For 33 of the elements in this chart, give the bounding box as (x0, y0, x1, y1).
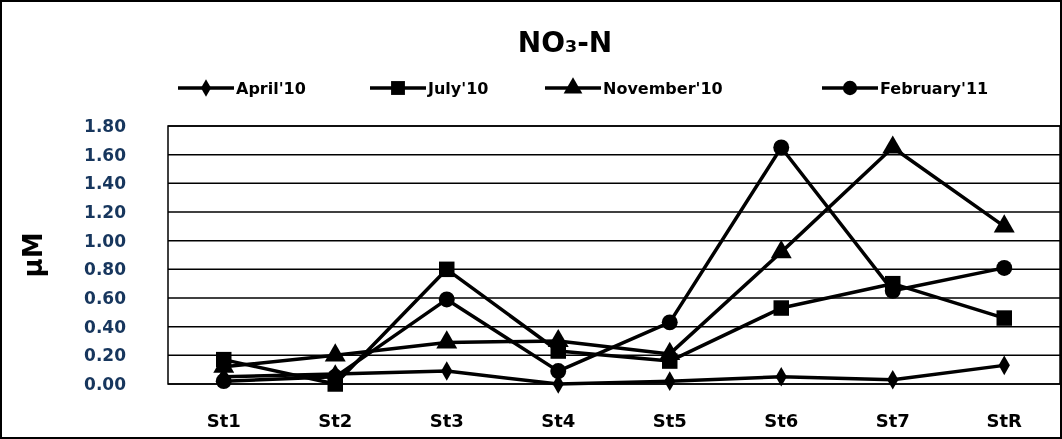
x-tick-label: St6 (764, 409, 799, 431)
x-tick-label: St1 (206, 409, 241, 431)
x-tick-label: St4 (541, 409, 576, 431)
x-tick-label: St5 (652, 409, 687, 431)
point (439, 261, 455, 278)
y-tick-label: 1.80 (84, 115, 127, 136)
point (215, 373, 232, 390)
point (773, 139, 790, 156)
x-tick-label: St7 (875, 409, 910, 431)
legend-label: February'11 (880, 79, 989, 98)
chart-title: NO₃-N (517, 26, 613, 59)
legend-label: November'10 (603, 79, 723, 98)
y-tick-label: 0.40 (84, 316, 127, 337)
point (996, 259, 1013, 276)
legend-label: July'10 (427, 79, 489, 98)
point (438, 291, 455, 308)
point (661, 314, 678, 331)
y-tick-label: 0.00 (84, 373, 127, 394)
point (773, 300, 789, 316)
y-tick-label: 1.00 (84, 230, 127, 251)
x-tick-label: St3 (429, 409, 464, 431)
y-tick-label: 0.80 (84, 259, 127, 280)
point (996, 310, 1012, 326)
y-tick-label: 0.60 (84, 287, 127, 308)
y-tick-label: 1.40 (84, 173, 127, 194)
y-tick-label: 1.20 (84, 201, 127, 222)
y-axis-title: μM (18, 232, 48, 278)
point (550, 363, 567, 380)
x-tick-label: StR (986, 409, 1023, 431)
x-tick-label: St2 (318, 409, 353, 431)
y-tick-label: 1.60 (84, 144, 127, 165)
legend-label: April'10 (236, 79, 306, 98)
y-tick-label: 0.20 (84, 345, 127, 366)
